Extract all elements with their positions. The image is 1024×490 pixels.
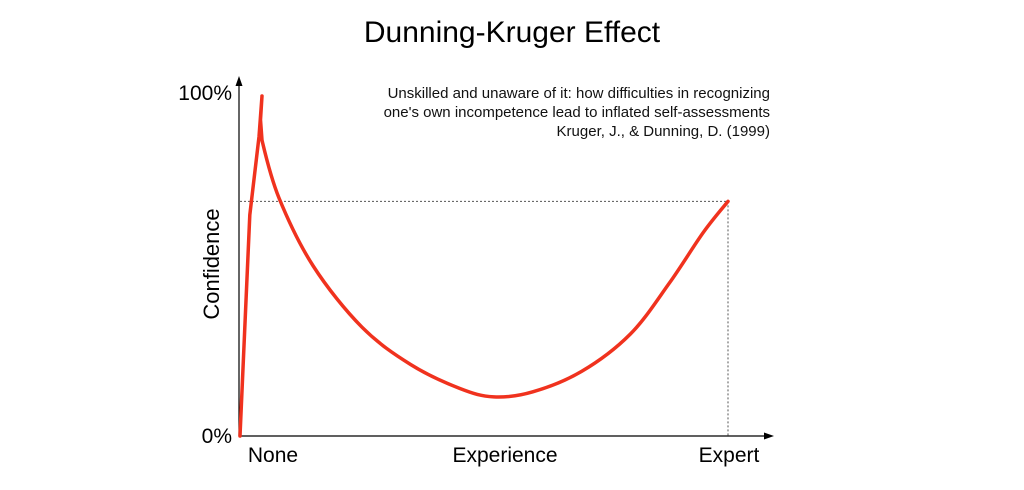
chart-title: Dunning-Kruger Effect (364, 16, 661, 49)
x-axis-arrow (764, 432, 774, 440)
y-axis-label: Confidence (199, 208, 224, 319)
x-category-experience: Experience (452, 444, 557, 467)
annotation-line-2: one's own incompetence lead to inflated … (384, 104, 770, 121)
confidence-curve (238, 94, 730, 438)
annotation-line-1: Unskilled and unaware of it: how difficu… (388, 85, 770, 102)
y-tick-label-min: 0% (202, 425, 232, 448)
annotation-line-3: Kruger, J., & Dunning, D. (1999) (557, 123, 770, 140)
y-tick-label-max: 100% (178, 82, 232, 105)
x-category-none: None (248, 444, 298, 467)
x-category-expert: Expert (699, 444, 760, 467)
y-axis-arrow (235, 76, 243, 86)
